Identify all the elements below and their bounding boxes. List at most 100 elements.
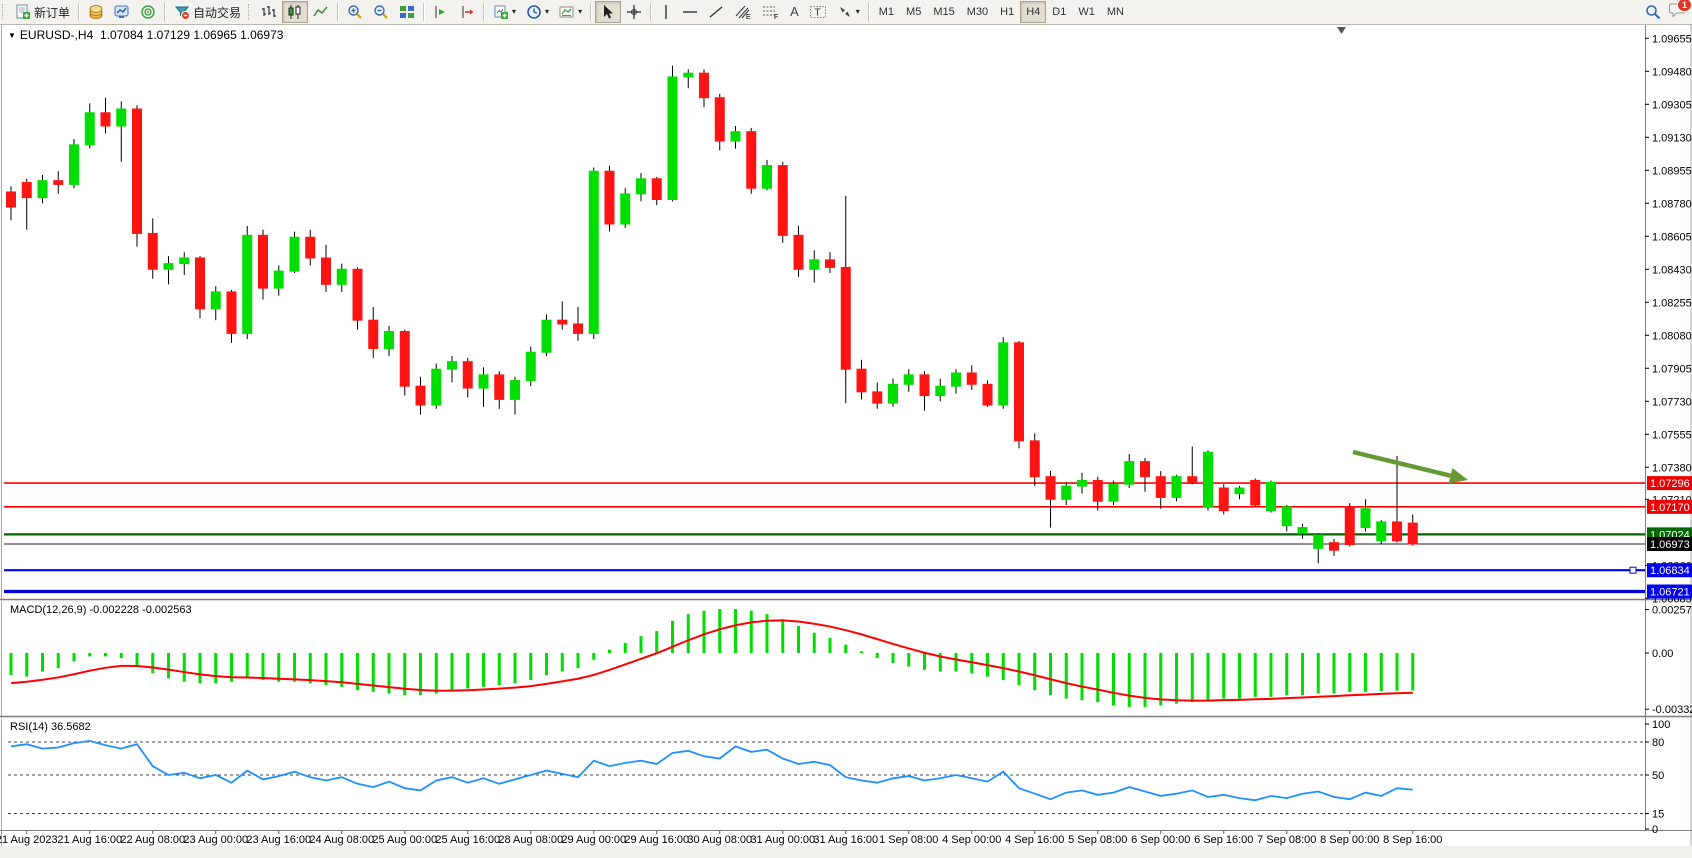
timeframe-m1-button[interactable]: M1	[878, 6, 895, 18]
new-chart-dropdown[interactable]: ▾	[488, 1, 521, 23]
annotation-arrow-head	[1448, 467, 1468, 484]
cursor-button[interactable]	[595, 1, 622, 23]
navigator-button[interactable]	[135, 1, 161, 23]
candle-body	[431, 368, 442, 406]
templates-dropdown[interactable]: ▾	[554, 1, 587, 23]
svg-text:25 Aug 00:00: 25 Aug 00:00	[372, 834, 437, 846]
candle-body	[1077, 479, 1087, 487]
timeframe-w1-button[interactable]: W1	[1078, 6, 1095, 18]
candle-body	[84, 112, 95, 146]
arrows-dropdown[interactable]: ▾	[832, 1, 865, 23]
timeframe-m15-button[interactable]: M15	[933, 6, 955, 18]
data-window-button[interactable]	[109, 1, 135, 23]
candle-body	[1014, 342, 1024, 442]
timeframe-h1-button[interactable]: H1	[1000, 6, 1015, 18]
line-chart-button[interactable]	[308, 1, 334, 23]
cursor-icon	[604, 5, 614, 19]
svg-text:29 Aug 16:00: 29 Aug 16:00	[624, 834, 689, 846]
data-window-icon	[114, 5, 129, 18]
tile-windows-button[interactable]	[394, 1, 420, 23]
candle-body	[132, 108, 142, 234]
candle-body	[573, 323, 583, 334]
toolbar-separator	[650, 3, 653, 21]
candle-body	[368, 319, 379, 349]
svg-text:1.09480: 1.09480	[1652, 66, 1692, 78]
equidistant-channel-button[interactable]: E	[729, 1, 757, 23]
candle-body	[1407, 522, 1418, 545]
template-icon	[559, 6, 574, 18]
horizontal-line-icon	[683, 11, 698, 13]
candle-body	[1092, 479, 1103, 502]
candle-body	[1155, 476, 1166, 498]
toolbar-grip	[248, 4, 254, 20]
svg-text:8 Sep 16:00: 8 Sep 16:00	[1383, 834, 1442, 846]
dropdown-caret-icon: ▾	[855, 7, 860, 16]
notifications-button[interactable]: 1	[1669, 0, 1692, 21]
autotrade-button[interactable]: 自动交易	[169, 1, 246, 23]
candle-body	[147, 232, 158, 270]
candle-body	[604, 170, 615, 225]
macd-signal-line	[10, 619, 1413, 702]
bar-chart-button[interactable]	[256, 1, 282, 23]
auto-scroll-icon	[435, 6, 446, 18]
svg-text:0: 0	[1652, 824, 1658, 836]
new-order-button[interactable]: 新订单	[10, 1, 75, 23]
toolbar-separator	[590, 3, 593, 21]
candle-body	[336, 268, 347, 285]
candle-body	[69, 144, 79, 185]
dropdown-caret-icon: ▾	[578, 7, 583, 16]
timeframe-d1-button[interactable]: D1	[1052, 6, 1067, 18]
fibonacci-button[interactable]: F	[757, 1, 785, 23]
svg-text:22 Aug 08:00: 22 Aug 08:00	[120, 834, 185, 846]
rsi-line	[10, 739, 1413, 802]
svg-text:1.06834: 1.06834	[1650, 565, 1690, 577]
svg-text:23 Aug 16:00: 23 Aug 16:00	[246, 834, 311, 846]
svg-text:100: 100	[1652, 719, 1670, 731]
fibonacci-icon: F	[763, 6, 778, 20]
crosshair-button[interactable]	[621, 1, 647, 23]
candlestick-chart-icon	[288, 5, 301, 19]
period-dropdown[interactable]: ▾	[521, 1, 554, 23]
zoom-in-button[interactable]	[342, 1, 368, 23]
candle-body	[179, 257, 190, 265]
candle-body	[305, 236, 316, 259]
horizontal-line-button[interactable]	[677, 1, 703, 23]
timeframe-m30-button[interactable]: M30	[966, 6, 989, 18]
svg-text:29 Aug 00:00: 29 Aug 00:00	[561, 834, 626, 846]
text-label-button[interactable]: T	[804, 1, 832, 23]
timeframe-h4-button[interactable]: H4	[1020, 1, 1047, 23]
trendline-button[interactable]	[703, 1, 729, 23]
candle-body	[998, 342, 1009, 406]
auto-scroll-button[interactable]	[428, 1, 454, 23]
toolbar-separator	[423, 3, 426, 21]
candle-body	[1171, 476, 1182, 498]
svg-text:21 Aug 16:00: 21 Aug 16:00	[57, 834, 122, 846]
new-order-icon	[16, 4, 30, 19]
candle-body	[525, 351, 536, 382]
clock-icon	[527, 5, 541, 19]
text-button[interactable]: A	[785, 1, 804, 23]
svg-text:1 Sep 08:00: 1 Sep 08:00	[879, 834, 938, 846]
svg-text:8 Sep 00:00: 8 Sep 00:00	[1320, 834, 1379, 846]
arrows-icon	[839, 7, 850, 17]
candle-body	[1061, 485, 1072, 500]
candle-body	[1045, 476, 1056, 500]
candle-body	[1140, 461, 1150, 478]
text-icon: A	[790, 4, 799, 19]
search-icon[interactable]	[1645, 4, 1661, 20]
candle-body	[478, 374, 489, 389]
candle-body	[699, 72, 709, 99]
zoom-out-button[interactable]	[368, 1, 394, 23]
timeframe-mn-button[interactable]: MN	[1106, 6, 1124, 18]
candle-body	[6, 191, 16, 208]
candlestick-chart-button[interactable]	[282, 1, 309, 23]
candle-body	[1313, 534, 1324, 549]
chart-shift-button[interactable]	[454, 1, 480, 23]
svg-text:28 Aug 08:00: 28 Aug 08:00	[498, 834, 563, 846]
chart-collapse-icon[interactable]: ▼	[8, 31, 16, 40]
vertical-line-button[interactable]	[655, 1, 677, 23]
timeframe-m5-button[interactable]: M5	[906, 6, 922, 18]
market-watch-button[interactable]	[83, 1, 109, 23]
